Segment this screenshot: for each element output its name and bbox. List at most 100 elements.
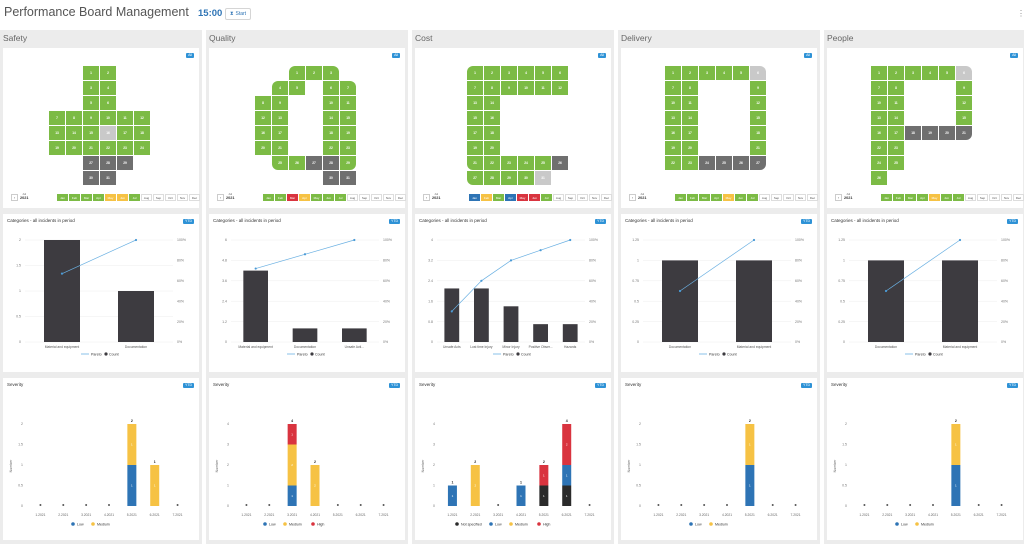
calendar-day-cell[interactable]: 22: [871, 141, 887, 155]
pareto-point[interactable]: [884, 289, 888, 293]
calendar-day-cell[interactable]: 27: [83, 156, 99, 170]
calendar-day-cell[interactable]: 6: [750, 66, 766, 80]
month-tab-nov[interactable]: Nov: [795, 194, 806, 201]
calendar-day-cell[interactable]: 11: [117, 111, 133, 125]
calendar-day-cell[interactable]: 6: [323, 81, 339, 95]
calendar-day-cell[interactable]: 28: [100, 156, 116, 170]
calendar-day-cell[interactable]: 4: [100, 81, 116, 95]
calendar-day-cell[interactable]: 29: [501, 171, 517, 185]
month-tab-feb[interactable]: Feb: [687, 194, 698, 201]
calendar-day-cell[interactable]: 12: [956, 96, 972, 110]
calendar-day-cell[interactable]: 9: [272, 96, 288, 110]
calendar-day-cell[interactable]: 15: [83, 126, 99, 140]
ytd-badge[interactable]: YTD: [595, 383, 606, 388]
month-tab-apr[interactable]: Apr: [917, 194, 928, 201]
calendar-day-cell[interactable]: 16: [100, 126, 116, 140]
calendar-day-cell[interactable]: 30: [518, 171, 534, 185]
calendar-day-cell[interactable]: 20: [939, 126, 955, 140]
calendar-day-cell[interactable]: 15: [956, 111, 972, 125]
month-tab-sep[interactable]: Sep: [153, 194, 164, 201]
chevron-left-icon[interactable]: ‹: [629, 194, 636, 201]
calendar-day-cell[interactable]: 1: [467, 66, 483, 80]
month-tab-mar[interactable]: Mar: [493, 194, 504, 201]
month-tab-aug[interactable]: Aug: [141, 194, 152, 201]
month-tab-jan[interactable]: Jan: [675, 194, 686, 201]
month-tab-jan[interactable]: Jan: [57, 194, 68, 201]
calendar-day-cell[interactable]: 21: [467, 156, 483, 170]
calendar-day-cell[interactable]: 7: [467, 81, 483, 95]
severity-bar-segment[interactable]: [562, 465, 572, 486]
calendar-day-cell[interactable]: 14: [888, 111, 904, 125]
calendar-day-cell[interactable]: 19: [467, 141, 483, 155]
calendar-day-cell[interactable]: 30: [323, 171, 339, 185]
calendar-day-cell[interactable]: 13: [665, 111, 681, 125]
calendar-day-cell[interactable]: 11: [535, 81, 551, 95]
month-tab-dec[interactable]: Dec: [601, 194, 612, 201]
calendar-day-cell[interactable]: 7: [49, 111, 65, 125]
calendar-day-cell[interactable]: 26: [552, 156, 568, 170]
ytd-badge[interactable]: YTD: [801, 383, 812, 388]
calendar-day-cell[interactable]: 27: [306, 156, 322, 170]
calendar-day-cell[interactable]: 25: [272, 156, 288, 170]
calendar-day-cell[interactable]: 22: [100, 141, 116, 155]
severity-bar-segment[interactable]: [562, 424, 572, 465]
pareto-point[interactable]: [958, 238, 962, 242]
count-bar[interactable]: [533, 324, 548, 342]
month-tab-nov[interactable]: Nov: [589, 194, 600, 201]
pareto-point[interactable]: [450, 310, 453, 313]
chevron-left-icon[interactable]: ‹: [835, 194, 842, 201]
calendar-day-cell[interactable]: 15: [750, 111, 766, 125]
calendar-day-cell[interactable]: 23: [888, 141, 904, 155]
month-tab-aug[interactable]: Aug: [347, 194, 358, 201]
calendar-day-cell[interactable]: 1: [665, 66, 681, 80]
calendar-day-cell[interactable]: 5: [535, 66, 551, 80]
ytd-badge[interactable]: YTD: [183, 219, 194, 224]
count-bar[interactable]: [736, 260, 772, 342]
severity-bar-segment[interactable]: [447, 485, 457, 507]
calendar-day-cell[interactable]: 20: [682, 141, 698, 155]
calendar-day-cell[interactable]: 9: [501, 81, 517, 95]
month-tab-jul[interactable]: Jul: [541, 194, 552, 201]
calendar-day-cell[interactable]: 23: [682, 156, 698, 170]
pareto-point[interactable]: [60, 272, 64, 275]
count-bar[interactable]: [503, 306, 519, 342]
calendar-day-cell[interactable]: 13: [49, 126, 65, 140]
all-badge[interactable]: All: [1010, 53, 1018, 58]
ytd-badge[interactable]: YTD: [595, 219, 606, 224]
month-tab-nov[interactable]: Nov: [383, 194, 394, 201]
calendar-day-cell[interactable]: 16: [665, 126, 681, 140]
month-tab-dec[interactable]: Dec: [395, 194, 406, 201]
start-button[interactable]: ⧗ Start: [225, 8, 252, 20]
calendar-day-cell[interactable]: 7: [665, 81, 681, 95]
pareto-point[interactable]: [569, 238, 572, 242]
calendar-day-cell[interactable]: 14: [682, 111, 698, 125]
chevron-left-icon[interactable]: ‹: [217, 194, 224, 201]
month-tab-oct[interactable]: Oct: [783, 194, 794, 201]
calendar-day-cell[interactable]: 3: [501, 66, 517, 80]
severity-bar-segment[interactable]: [745, 465, 755, 506]
calendar-day-cell[interactable]: 29: [117, 156, 133, 170]
calendar-day-cell[interactable]: 18: [323, 126, 339, 140]
calendar-day-cell[interactable]: 16: [484, 111, 500, 125]
calendar-day-cell[interactable]: 6: [552, 66, 568, 80]
month-tab-dec[interactable]: Dec: [1013, 194, 1024, 201]
severity-bar-segment[interactable]: [516, 485, 526, 507]
calendar-day-cell[interactable]: 7: [340, 81, 356, 95]
calendar-day-cell[interactable]: 17: [272, 126, 288, 140]
calendar-day-cell[interactable]: 17: [888, 126, 904, 140]
all-badge[interactable]: All: [598, 53, 606, 58]
calendar-day-cell[interactable]: 29: [340, 156, 356, 170]
calendar-day-cell[interactable]: 2: [100, 66, 116, 80]
calendar-day-cell[interactable]: 20: [66, 141, 82, 155]
calendar-day-cell[interactable]: 4: [922, 66, 938, 80]
month-tab-nov[interactable]: Nov: [1001, 194, 1012, 201]
month-tab-may[interactable]: May: [929, 194, 940, 201]
calendar-day-cell[interactable]: 11: [682, 96, 698, 110]
month-tab-dec[interactable]: Dec: [189, 194, 200, 201]
calendar-day-cell[interactable]: 17: [682, 126, 698, 140]
ytd-badge[interactable]: YTD: [183, 383, 194, 388]
calendar-day-cell[interactable]: 27: [467, 171, 483, 185]
month-tab-sep[interactable]: Sep: [359, 194, 370, 201]
month-tab-jun[interactable]: Jun: [529, 194, 540, 201]
calendar-day-cell[interactable]: 19: [922, 126, 938, 140]
